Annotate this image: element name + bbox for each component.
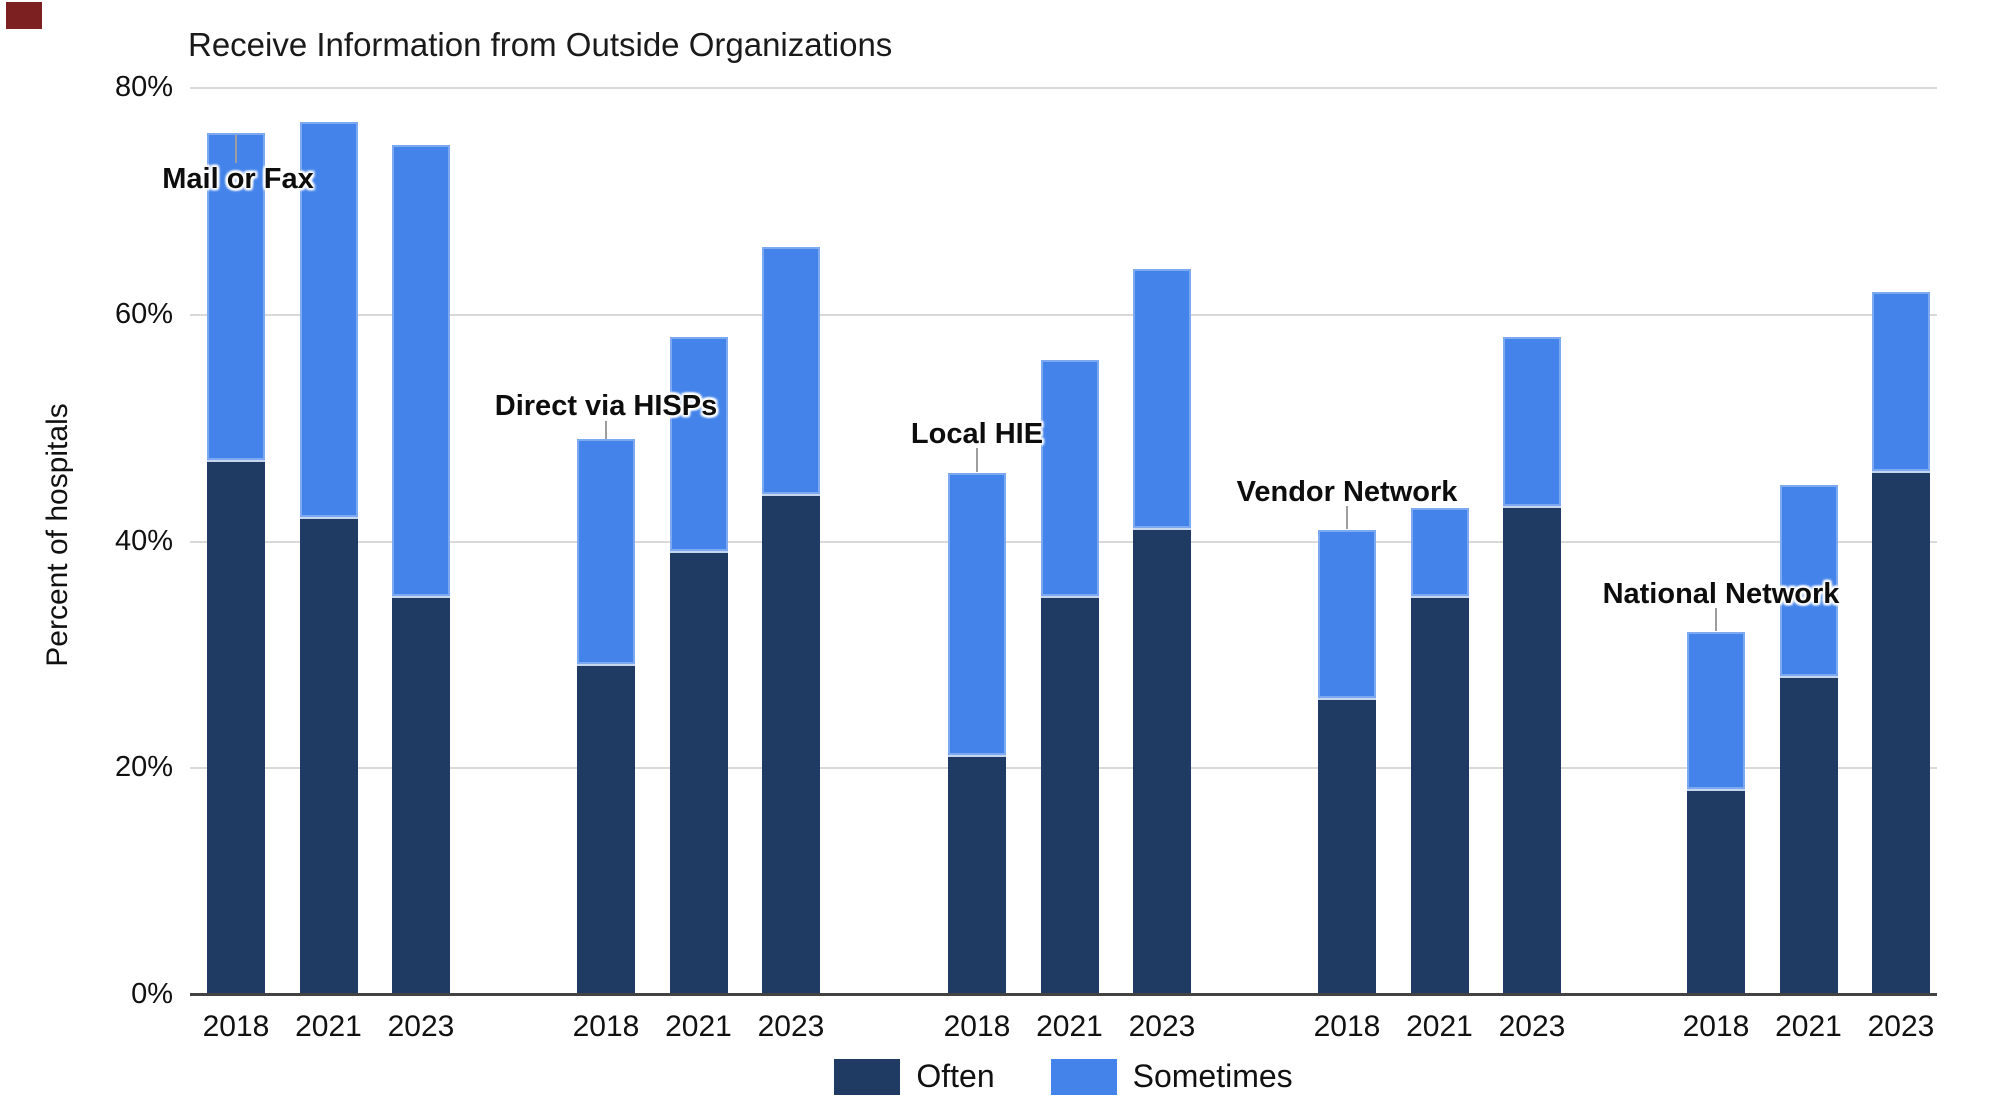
annotation-vendor-network: Vendor Network <box>1236 476 1458 508</box>
sometimes-swatch <box>1050 1058 1117 1095</box>
bar-often-vendor-network-2023 <box>1503 507 1561 995</box>
y-tick-label: 60% <box>114 297 173 330</box>
bar-often-local-hie-2021 <box>1040 598 1099 995</box>
bar-often-mail-or-fax-2021 <box>299 518 358 995</box>
gridline-80 <box>190 87 1937 89</box>
annotation-direct-via-hisps: Direct via HISPs <box>494 390 718 422</box>
plot-area <box>190 87 1937 996</box>
bar-often-mail-or-fax-2023 <box>392 598 450 995</box>
annotation-mail-or-fax: Mail or Fax <box>162 163 314 195</box>
legend-item-sometimes: Sometimes <box>1050 1058 1293 1095</box>
bar-sometimes-mail-or-fax-2021 <box>299 122 358 519</box>
bar-often-national-network-2023 <box>1872 473 1930 995</box>
x-tick-label: 2021 <box>1036 1010 1103 1043</box>
bar-sometimes-national-network-2021 <box>1779 484 1838 678</box>
bar-often-direct-via-hisps-2018 <box>577 666 635 995</box>
bar-often-vendor-network-2018 <box>1318 700 1376 995</box>
bar-sometimes-local-hie-2023 <box>1133 269 1191 531</box>
annotation-leader-line <box>235 135 237 163</box>
x-tick-label: 2018 <box>943 1010 1011 1043</box>
y-axis-title: Percent of hospitals <box>41 403 74 667</box>
bar-often-local-hie-2018 <box>948 756 1006 995</box>
x-tick-label: 2018 <box>202 1010 270 1043</box>
bar-sometimes-mail-or-fax-2023 <box>392 144 450 599</box>
bar-often-vendor-network-2021 <box>1410 598 1469 995</box>
bar-sometimes-vendor-network-2023 <box>1503 337 1561 508</box>
x-tick-label: 2023 <box>1498 1010 1566 1043</box>
chart-title: Receive Information from Outside Organiz… <box>188 26 893 63</box>
annotation-leader-line <box>1346 506 1348 529</box>
screen-corner-artifact <box>6 2 42 29</box>
bar-sometimes-mail-or-fax-2018 <box>207 133 265 463</box>
bar-often-local-hie-2023 <box>1133 530 1191 995</box>
bar-often-direct-via-hisps-2021 <box>669 552 728 995</box>
annotation-local-hie: Local HIE <box>910 418 1044 450</box>
bar-often-national-network-2021 <box>1779 677 1838 995</box>
bar-sometimes-local-hie-2021 <box>1040 360 1099 599</box>
bar-sometimes-direct-via-hisps-2021 <box>669 337 728 553</box>
x-tick-label: 2021 <box>1406 1010 1473 1043</box>
y-tick-label: 40% <box>114 524 173 557</box>
legend-item-often: Often <box>834 1058 995 1095</box>
bar-sometimes-national-network-2023 <box>1872 292 1930 474</box>
annotation-leader-line <box>976 448 978 472</box>
bar-sometimes-vendor-network-2018 <box>1318 530 1376 701</box>
x-tick-label: 2018 <box>572 1010 640 1043</box>
x-tick-label: 2023 <box>1128 1010 1196 1043</box>
bar-sometimes-direct-via-hisps-2018 <box>577 439 635 667</box>
annotation-national-network: National Network <box>1602 578 1840 610</box>
bar-often-direct-via-hisps-2023 <box>762 496 820 995</box>
x-tick-label: 2018 <box>1313 1010 1381 1043</box>
annotation-leader-line <box>1715 608 1717 631</box>
bar-often-national-network-2018 <box>1687 790 1745 995</box>
bar-often-mail-or-fax-2018 <box>207 462 265 995</box>
x-axis-line <box>190 993 1937 996</box>
sometimes-label: Sometimes <box>1132 1058 1293 1094</box>
x-tick-label: 2018 <box>1682 1010 1750 1043</box>
x-tick-label: 2021 <box>665 1010 732 1043</box>
bar-sometimes-local-hie-2018 <box>948 473 1006 757</box>
bar-sometimes-vendor-network-2021 <box>1410 507 1469 599</box>
annotation-leader-line <box>605 421 607 439</box>
often-label: Often <box>916 1058 995 1094</box>
x-tick-label: 2023 <box>757 1010 825 1043</box>
x-tick-label: 2023 <box>387 1010 455 1043</box>
bar-sometimes-national-network-2018 <box>1687 632 1745 791</box>
x-tick-label: 2021 <box>1775 1010 1842 1043</box>
y-tick-label: 20% <box>114 751 173 784</box>
x-tick-label: 2021 <box>295 1010 362 1043</box>
gridline-60 <box>190 313 1937 316</box>
y-tick-label: 80% <box>114 71 173 103</box>
often-swatch <box>834 1058 901 1095</box>
bar-sometimes-direct-via-hisps-2023 <box>762 246 820 497</box>
y-tick-label: 0% <box>131 978 173 1010</box>
x-tick-label: 2023 <box>1867 1010 1935 1043</box>
legend: Often Sometimes <box>190 1058 1937 1095</box>
